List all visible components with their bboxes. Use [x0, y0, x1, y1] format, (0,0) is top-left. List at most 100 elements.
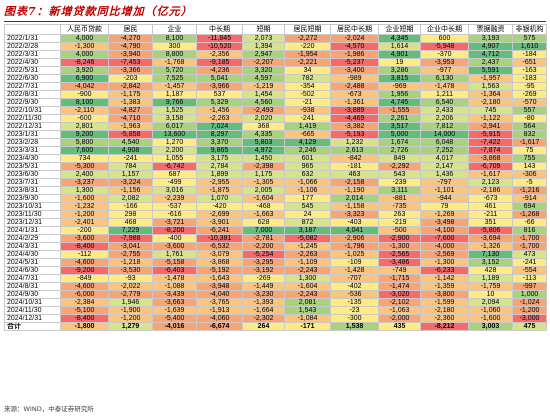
- cell-medium-long: -3,966: [196, 82, 243, 91]
- cell-household-short: -5,082: [284, 234, 331, 243]
- table-row: 2022/12/31 2,801 -1,963 6,017 7,024 368 1,419-…: [4, 122, 547, 131]
- cell-date: 2023/2/28: [4, 138, 61, 147]
- cell-date: 2023/5/31: [4, 162, 61, 171]
- cell-enterprise-medium-long: 2,433: [420, 106, 469, 115]
- cell-date: 2024/1/31: [4, 226, 61, 235]
- cell-enterprise-short: -881: [378, 194, 421, 203]
- cell-household-medium-long: -4,570: [330, 42, 379, 51]
- cell-households: -1,156: [108, 186, 153, 195]
- cell-enterprise-medium-long: -1,599: [420, 298, 469, 307]
- cell-enterprise-medium-long: 7,812: [420, 122, 469, 131]
- cell-enterprise-short: -500: [378, 226, 421, 235]
- cell-household-short: -938: [284, 106, 331, 115]
- cell-short: -1,393: [242, 298, 285, 307]
- cell-rmb-loans: -4,600: [60, 258, 109, 267]
- cell-enterprise-medium-long: 6,130: [420, 74, 469, 83]
- cell-enterprise-medium-long: 4,017: [420, 154, 469, 163]
- cell-enterprises: -6,742: [152, 162, 197, 171]
- cell-bill-financing: 351: [468, 218, 513, 227]
- cell-enterprise-medium-long: 2,206: [420, 114, 469, 123]
- cell-enterprise-short: -969: [378, 82, 421, 91]
- cell-medium-long: -10,520: [196, 42, 243, 51]
- cell-household-short: -2,243: [284, 290, 331, 299]
- cell-non-bank: 1,610: [512, 42, 547, 51]
- cell-household-medium-long: -1,190: [330, 186, 379, 195]
- cell-enterprise-medium-long: -2,180: [420, 306, 469, 315]
- table-row: 2023/2/28 5,800 4,540 1,270 3,370 5,803 4,129 1…: [4, 138, 547, 147]
- cell-enterprise-short: 3,517: [378, 122, 421, 131]
- cell-household-medium-long: 1,232: [330, 138, 379, 147]
- cell-rmb-loans: 5,800: [60, 138, 109, 147]
- cell-enterprises: 8,100: [152, 34, 197, 43]
- cell-household-medium-long: -2,488: [330, 82, 379, 91]
- cell-medium-long: -1,456: [196, 106, 243, 115]
- cell-short: -3,192: [242, 266, 285, 275]
- chart-title: 图表7：新增贷款同比增加（亿元）: [4, 5, 193, 18]
- cell-short: -1,663: [242, 210, 285, 219]
- cell-enterprises: 7,525: [152, 74, 197, 83]
- cell-short: 1,450: [242, 154, 285, 163]
- cell-bill-financing: -7,422: [468, 138, 513, 147]
- cell-enterprises: -4,016: [152, 322, 197, 331]
- cell-enterprises: -537: [152, 202, 197, 211]
- table-row: 2022/9/30 8,100 -1,383 9,766 5,329 4,560 -21 -1…: [4, 98, 547, 107]
- cell-non-bank: -66: [512, 218, 547, 227]
- cell-date: 2022/9/30: [4, 98, 61, 107]
- cell-bill-financing: -5,806: [468, 226, 513, 235]
- cell-household-medium-long: -402: [330, 282, 379, 291]
- table-row: 2023/11/30 -1,200 298 -616 -2,699 -1,663 24 -3,…: [4, 210, 547, 219]
- cell-non-bank: -997: [512, 282, 547, 291]
- cell-rmb-loans: -1,300: [60, 42, 109, 51]
- cell-enterprises: 1,055: [152, 154, 197, 163]
- cell-enterprise-medium-long: -370: [420, 50, 469, 59]
- cell-rmb-loans: -1,800: [60, 322, 109, 331]
- cell-short: 5,803: [242, 138, 285, 147]
- cell-non-bank: -651: [512, 58, 547, 67]
- table-row: 2023/6/30 2,400 1,157 687 1,899 1,175 632 463 54…: [4, 170, 547, 179]
- cell-household-medium-long: -5,237: [330, 58, 379, 67]
- cell-non-bank: 1,000: [512, 290, 547, 299]
- table-row: 2024/10/31 -2,384 1,946 -3,663 -3,765 -1,393 2…: [4, 298, 547, 307]
- cell-short: -1,449: [242, 282, 285, 291]
- cell-short: 1,454: [242, 90, 285, 99]
- cell-date: 合计: [4, 322, 61, 331]
- table-row: 2022/4/30 -8,246 -7,453 -1,768 -9,185 -2,207-…: [4, 58, 547, 67]
- cell-enterprise-medium-long: -2,569: [420, 250, 469, 259]
- cell-rmb-loans: -3,600: [60, 234, 109, 243]
- cell-rmb-loans: -1,232: [60, 202, 109, 211]
- cell-households: -4,710: [108, 114, 153, 123]
- cell-short: -1,305: [242, 178, 285, 187]
- cell-short: -2,302: [242, 314, 285, 323]
- cell-enterprises: -616: [152, 210, 197, 219]
- table-row: 2023/5/31 -5,300 784 -6,742 2,784 -2,398 965 -1…: [4, 162, 547, 171]
- cell-enterprises: 5,720: [152, 66, 197, 75]
- cell-rmb-loans: -1,600: [60, 194, 109, 203]
- table-row: 2022/7/31 -4,042 -2,842 -1,457 -3,966 -1,219-…: [4, 82, 547, 91]
- cell-enterprise-short: 2,261: [378, 114, 421, 123]
- cell-bill-financing: -2,186: [468, 186, 513, 195]
- cell-enterprise-short: -749: [378, 266, 421, 275]
- table-row: 2023/12/31 -2,401 468 -3,721 -3,901 628 872 -40…: [4, 218, 547, 227]
- table-row: 2022/5/31 3,920 -3,366 5,720 -4,236 3,320 34 -3…: [4, 66, 547, 75]
- cell-medium-long: -2,356: [196, 50, 243, 59]
- cell-enterprises: -5,158: [152, 258, 197, 267]
- cell-non-bank: -5: [512, 178, 547, 187]
- cell-household-short: -502: [284, 90, 331, 99]
- cell-enterprise-short: -3,020: [378, 290, 421, 299]
- cell-short: -2,493: [242, 106, 285, 115]
- cell-non-bank: -1,700: [512, 234, 547, 243]
- cell-non-bank: 475: [512, 322, 547, 331]
- cell-enterprises: -1,768: [152, 58, 197, 67]
- cell-non-bank: -95: [512, 82, 547, 91]
- cell-households: 1,279: [108, 322, 153, 331]
- cell-household-short: 545: [284, 202, 331, 211]
- cell-medium-long: -6,532: [196, 242, 243, 251]
- cell-enterprise-medium-long: -7,600: [420, 234, 469, 243]
- cell-medium-long: 5,329: [196, 98, 243, 107]
- cell-medium-long: 1,070: [196, 194, 243, 203]
- cell-non-bank: -241: [512, 258, 547, 267]
- cell-household-medium-long: -707: [330, 274, 379, 283]
- cell-households: -2,022: [108, 282, 153, 291]
- cell-enterprise-medium-long: -8,212: [420, 322, 469, 331]
- cell-household-short: -354: [284, 82, 331, 91]
